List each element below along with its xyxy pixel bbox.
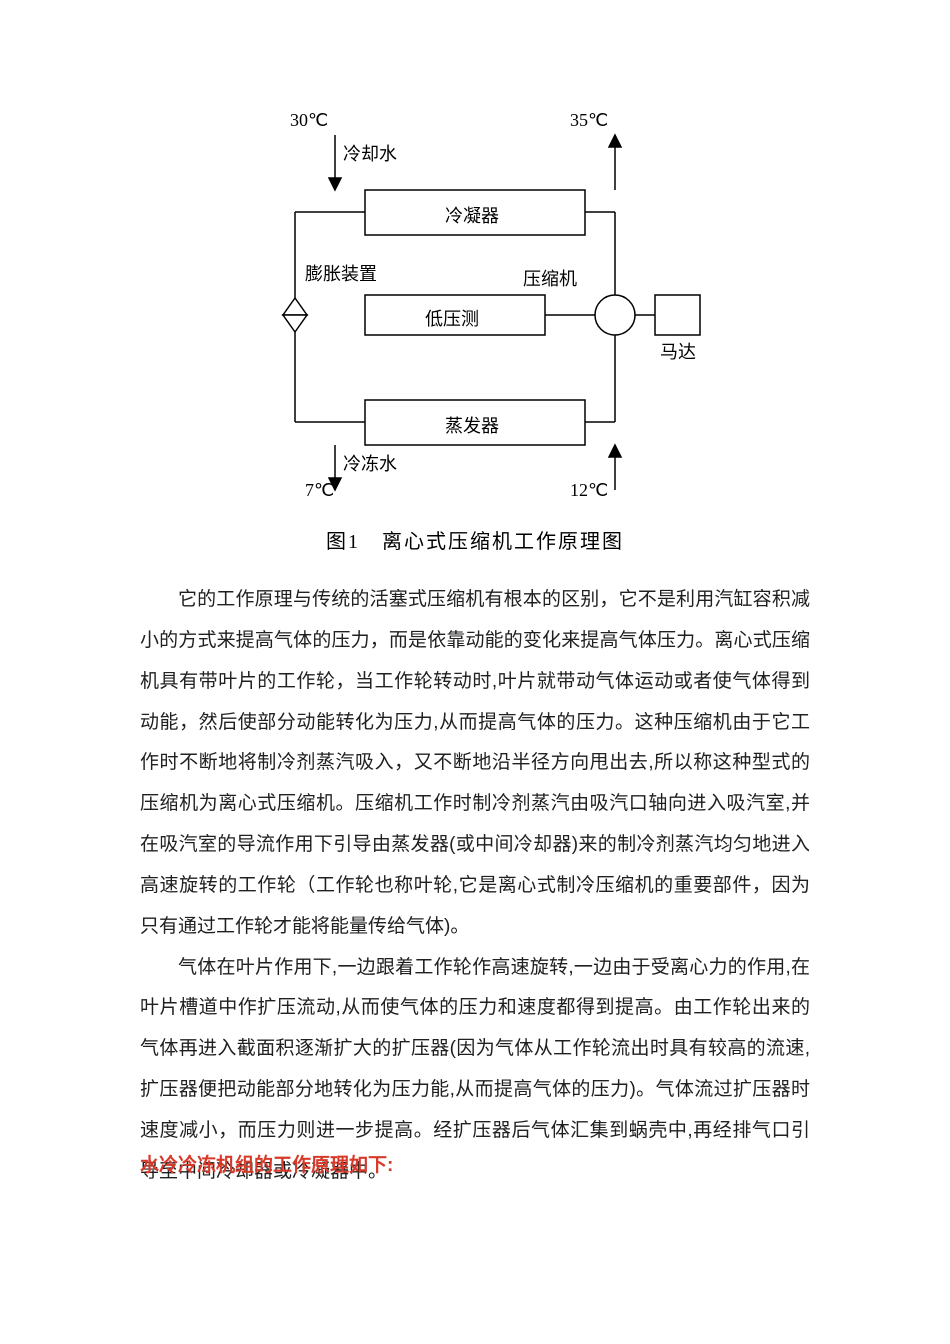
label-evaporator: 蒸发器	[445, 412, 499, 438]
label-condenser: 冷凝器	[445, 202, 499, 228]
page: 30℃ 冷却水 35℃ 冷凝器 膨胀装置 压缩机 低压测 马达 蒸发器 冷冻水 …	[0, 0, 950, 1344]
label-temp-35c: 35℃	[570, 110, 608, 131]
label-temp-12c: 12℃	[570, 480, 608, 501]
water-cooled-heading: 水冷冷冻机组的工作原理如下:	[140, 1150, 393, 1177]
label-chilled-water: 冷冻水	[343, 450, 397, 476]
label-temp-30c: 30℃	[290, 110, 328, 131]
label-compressor: 压缩机	[523, 265, 577, 291]
paragraph-1: 它的工作原理与传统的活塞式压缩机有根本的区别，它不是利用汽缸容积减小的方式来提高…	[140, 580, 810, 948]
figure-caption: 图1 离心式压缩机工作原理图	[0, 525, 950, 554]
label-temp-7c: 7℃	[305, 480, 334, 501]
body-text: 它的工作原理与传统的活塞式压缩机有根本的区别，它不是利用汽缸容积减小的方式来提高…	[140, 580, 810, 1193]
label-expansion: 膨胀装置	[305, 260, 377, 286]
label-low-pressure: 低压测	[425, 305, 479, 331]
label-cooling-water: 冷却水	[343, 140, 397, 166]
label-motor: 马达	[660, 338, 696, 364]
compressor-diagram: 30℃ 冷却水 35℃ 冷凝器 膨胀装置 压缩机 低压测 马达 蒸发器 冷冻水 …	[235, 110, 715, 510]
